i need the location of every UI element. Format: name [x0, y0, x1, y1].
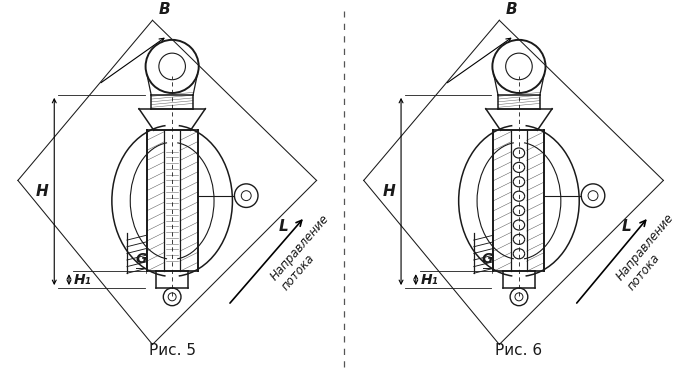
Text: G: G	[482, 252, 494, 266]
Text: Направление
потока: Направление потока	[613, 211, 687, 292]
Text: Рис. 6: Рис. 6	[496, 343, 542, 358]
Text: H: H	[36, 184, 48, 199]
Text: H₁: H₁	[421, 273, 438, 287]
Text: Направление
потока: Направление потока	[267, 212, 343, 293]
Text: Рис. 5: Рис. 5	[148, 343, 195, 358]
Text: H: H	[382, 184, 396, 199]
Text: L: L	[279, 219, 288, 234]
Text: H₁: H₁	[74, 273, 92, 287]
Text: L: L	[622, 219, 632, 234]
Text: G: G	[135, 252, 146, 266]
Text: B: B	[505, 2, 517, 17]
Text: B: B	[158, 2, 170, 17]
